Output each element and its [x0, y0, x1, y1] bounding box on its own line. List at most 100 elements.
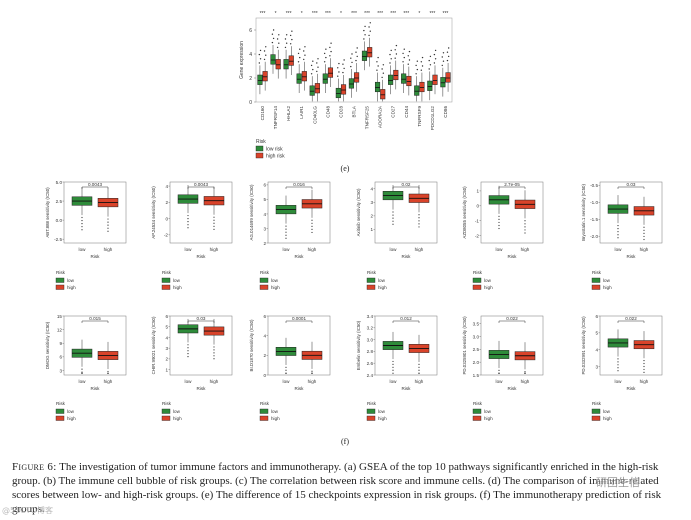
panel-e-high-TNFRSF25-outlier	[369, 22, 371, 24]
panel-e-low-BTLA-outlier	[350, 57, 352, 59]
panel-e-significance: ***	[403, 11, 409, 17]
panel-e-high-CD86-outlier	[447, 47, 450, 49]
panel-f-9-legend-low-label: low	[271, 409, 279, 414]
panel-f-5-outlier	[524, 220, 526, 222]
panel-e-legend-title: Risk	[256, 139, 266, 145]
panel-f-10-outlier	[418, 369, 420, 371]
panel-e-high-TNFRSF14-outlier	[278, 42, 280, 44]
panel-e-high-CD27-outlier	[395, 53, 398, 55]
panel-f-10-legend-low-label: low	[378, 409, 386, 414]
panel-f-12-outlier	[643, 362, 645, 365]
panel-f-10-y-tick-label: 2.8	[367, 349, 374, 354]
panel-f-2-outlier	[213, 228, 215, 230]
panel-f-8-outlier	[213, 358, 215, 360]
panel-e-low-CD44-outlier	[402, 61, 404, 63]
panel-f-4-outlier	[418, 214, 420, 216]
panel-e-high-TNFRSF9-outlier	[421, 65, 424, 67]
panel-f-10-legend-high-label: high	[378, 416, 387, 421]
panel-f-10-outlier	[392, 366, 394, 368]
panel-f-10-outlier	[392, 363, 394, 365]
panel-f-12-outlier	[617, 358, 619, 360]
panel-e-high-HHLA2-box	[288, 55, 294, 66]
panel-f-6-y-tick-label: -1.5	[590, 217, 598, 222]
panel-e-significance: ***	[286, 11, 292, 17]
panel-f-2-outlier	[187, 224, 189, 226]
panel-f-7-outlier	[81, 372, 83, 374]
panel-e-high-BTLA-outlier	[356, 55, 358, 58]
panel-e-significance: ***	[429, 11, 435, 17]
panel-e-low-HHLA2-outlier	[284, 46, 287, 49]
panel-f-4-y-axis-label: Axitinib sensitivity (IC50)	[356, 188, 361, 236]
panel-f-2-legend-title: Risk	[162, 270, 172, 275]
panel-f-11-y-tick-label: 3.5	[473, 321, 480, 326]
panel-e-low-TNFRSF25-box	[361, 50, 368, 61]
panel-f-2-outlier	[187, 221, 189, 223]
panel-f-12-legend-title: Risk	[592, 401, 602, 406]
panel-f-1-outlier	[107, 224, 109, 226]
panel-e-low-CD44-outlier	[402, 52, 404, 55]
panel-f-2-outlier	[213, 216, 215, 218]
panel-f-12-outlier	[643, 365, 645, 368]
panel-f-2-outlier	[187, 218, 189, 220]
panel-e-high-BTLA-outlier	[355, 51, 357, 53]
panel-e-high-TNFRSF25-box	[367, 47, 373, 58]
panel-e-low-HHLA2-outlier	[285, 34, 288, 36]
panel-f-10-x-tick-label: low	[390, 379, 398, 384]
panel-f-7-x-tick-label: low	[79, 379, 87, 384]
panel-e-high-TNFRSF9-outlier	[420, 69, 423, 71]
panel-f-1-legend-high-swatch	[55, 284, 65, 290]
panel-f-9-legend-low-swatch	[259, 408, 269, 414]
panel-f-8-x-tick-label: high	[210, 379, 219, 384]
panel-f-12-outlier	[617, 367, 619, 369]
panel-f-11-outlier	[498, 369, 500, 372]
panel-e-high-PDCD1LG2-outlier	[433, 53, 436, 56]
panel-e-significance: ***	[325, 11, 331, 17]
panel-e-high-CD44-outlier	[408, 59, 411, 61]
panel-f-2-legend-low-label: low	[173, 278, 181, 283]
panel-f-11-y-tick-label: 2.0	[473, 360, 480, 365]
panel-f-6-legend-low-swatch	[591, 277, 601, 283]
panel-f-10-outlier	[418, 363, 420, 365]
panel-e-high-CD86-outlier	[446, 59, 449, 62]
caption-text: The investigation of tumor immune factor…	[12, 461, 662, 515]
panel-e-high-CD28-outlier	[342, 63, 344, 65]
panel-f-6-outlier	[617, 228, 619, 230]
panel-f-3-outlier	[311, 228, 313, 231]
panel-e-low-PDCD1LG2-outlier	[428, 59, 430, 62]
panel-e-low-ADORA2A-outlier	[377, 65, 379, 67]
panel-e-y-tick-label: 6	[249, 28, 252, 34]
panel-f-2-outlier	[213, 225, 215, 227]
panel-f-8-legend-high-label: high	[173, 416, 182, 421]
panel-f-8-legend-high-swatch	[161, 415, 171, 421]
panel-f-1-legend-low-swatch	[55, 277, 65, 283]
panel-f-3-outlier	[285, 231, 287, 233]
panel-f-1-plot-area	[63, 181, 127, 244]
panel-f-5-legend-low-swatch	[472, 277, 482, 283]
panel-f-7-outlier	[107, 370, 109, 373]
panel-f-2-x-tick-label: low	[185, 247, 193, 252]
panel-e-low-PDCD1LG2-outlier	[429, 64, 432, 66]
panel-f-6-legend-high-swatch	[591, 284, 601, 290]
panel-f-10-y-tick-label: 3.2	[367, 326, 374, 331]
panel-f-2-y-tick-label: 4	[165, 184, 168, 189]
panel-f-10-y-tick-label: 2.6	[367, 361, 374, 366]
panel-f-4-y-tick-label: 3	[370, 200, 373, 205]
panel-f-3-legend-low-label: low	[271, 278, 279, 283]
panel-e-high-BTLA-outlier	[355, 59, 357, 62]
panel-f-3-bracket	[285, 186, 313, 189]
panel-f-6-y-axis-label: Bryostatin.1 sensitivity (IC50)	[581, 184, 586, 241]
panel-f-5-outlier	[524, 223, 526, 225]
panel-e-x-tick-label: CD86	[443, 106, 448, 118]
panel-e-low-TNFRSF9-outlier	[416, 60, 419, 62]
panel-f-10-outlier	[392, 372, 394, 374]
panel-f-12-x-tick-label: high	[640, 379, 649, 384]
panel-f-7-legend-low-label: low	[67, 409, 75, 414]
panel-e-high-TNFRSF9-outlier	[421, 56, 424, 59]
panel-e-x-tick-label: CD28	[338, 106, 343, 118]
panel-f-1-p-value: 0.0043	[88, 182, 102, 187]
panel-e-high-CD44-outlier	[407, 55, 409, 57]
panel-f-11-x-tick-label: high	[521, 379, 530, 384]
panel-f-11-p-value: 0.022	[506, 316, 518, 321]
panel-f-4-outlier	[392, 220, 394, 222]
panel-f-3-x-tick-label: high	[308, 247, 317, 252]
